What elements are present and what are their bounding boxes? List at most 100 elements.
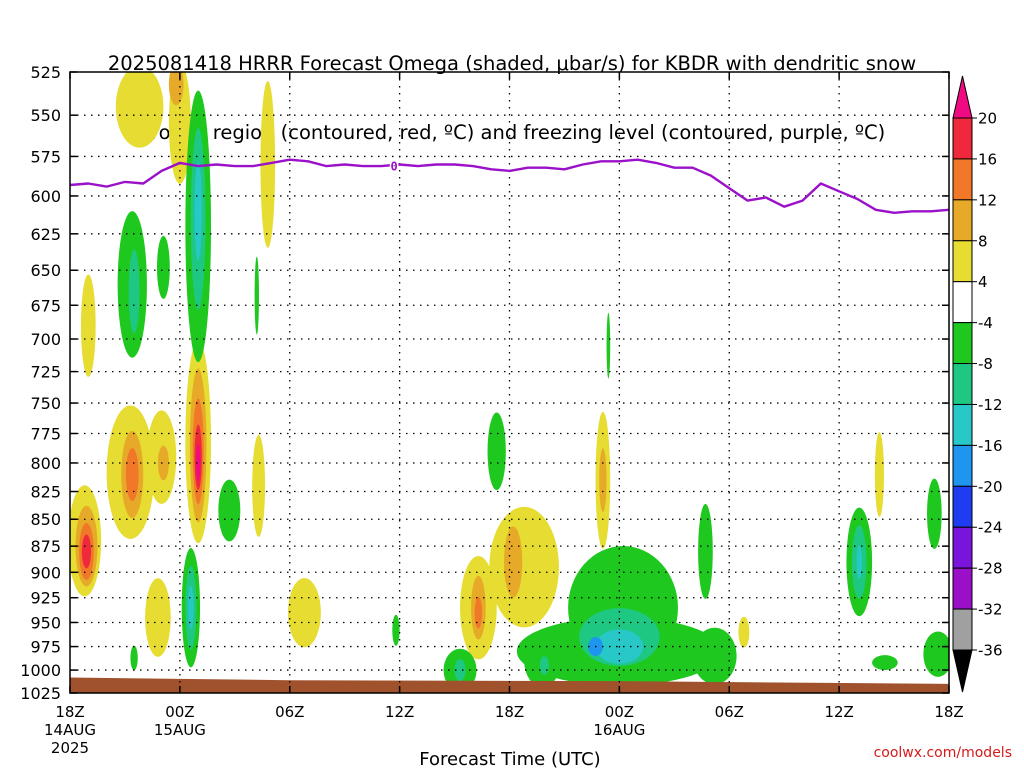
chart-title-line-2: growth region (contoured, red, ºC) and f… xyxy=(138,121,886,144)
colorbar-segment xyxy=(952,240,973,283)
omega-region-33 xyxy=(128,249,140,334)
omega-shading xyxy=(70,72,949,692)
omega-region-28 xyxy=(599,448,607,513)
colorbar-segment xyxy=(952,363,973,405)
omega-region-0 xyxy=(80,274,96,377)
omega-region-4 xyxy=(81,534,92,569)
y-tick-label: 525 xyxy=(30,63,61,82)
y-tick-label: 775 xyxy=(30,424,61,443)
y-tick-label: 1000 xyxy=(20,661,61,680)
x-tick-label: 15AUG xyxy=(154,721,206,739)
omega-region-44 xyxy=(487,412,506,491)
x-tick-label: 18Z xyxy=(934,703,963,721)
colorbar-label: 4 xyxy=(978,273,988,291)
omega-region-26 xyxy=(504,526,523,598)
colorbar-label: -28 xyxy=(978,560,1003,578)
colorbar-label: 12 xyxy=(978,191,997,209)
y-axis: 525 550 575 600 625 650 675 700 725 750 775 800 825 8… xyxy=(20,63,949,703)
y-tick-label: 975 xyxy=(30,638,61,657)
colorbar-label: -32 xyxy=(978,601,1003,619)
x-tick-label: 00Z xyxy=(165,703,194,721)
omega-region-20 xyxy=(252,434,266,537)
colorbar-segment xyxy=(952,281,973,324)
omega-region-37 xyxy=(254,256,259,335)
x-tick-label: 12Z xyxy=(824,703,853,721)
colorbar-segment xyxy=(952,117,973,160)
omega-region-29 xyxy=(738,616,750,648)
omega-region-61 xyxy=(927,478,942,549)
y-tick-label: 850 xyxy=(30,510,61,529)
freezing-level-contour: 0 xyxy=(70,158,949,215)
omega-region-43 xyxy=(392,614,400,646)
y-tick-label: 700 xyxy=(30,330,61,349)
y-tick-label: 650 xyxy=(30,261,61,280)
y-tick-label: 725 xyxy=(30,363,61,382)
omega-region-42 xyxy=(130,645,138,671)
colorbar-segment xyxy=(952,608,973,651)
x-axis-label: Forecast Time (UTC) xyxy=(419,749,600,768)
watermark: coolwx.com/models xyxy=(873,745,1012,761)
y-tick-label: 875 xyxy=(30,537,61,556)
y-tick-label: 600 xyxy=(30,187,61,206)
x-tick-label: 06Z xyxy=(715,703,744,721)
freezing-level-contour-label: 0 xyxy=(391,160,398,174)
colorbar-label: 20 xyxy=(978,110,997,128)
colorbar-segment xyxy=(952,199,973,242)
x-tick-label: 18Z xyxy=(55,703,84,721)
omega-region-24 xyxy=(474,596,483,629)
omega-region-19 xyxy=(145,578,171,657)
omega-region-7 xyxy=(125,448,139,501)
omega-region-46 xyxy=(454,658,466,682)
colorbar-label: 8 xyxy=(978,232,988,250)
omega-region-38 xyxy=(218,479,241,542)
y-tick-label: 1025 xyxy=(20,684,61,703)
y-tick-label: 950 xyxy=(30,613,61,632)
omega-region-30 xyxy=(874,432,884,517)
colorbar-label: -36 xyxy=(978,642,1003,660)
colorbar-segment xyxy=(952,158,973,201)
omega-region-36 xyxy=(194,162,202,261)
freezing-level-line xyxy=(70,158,949,215)
chart-title: 2025081418 HRRR Forecast Omega (shaded, … xyxy=(0,6,1024,167)
colorbar-segment xyxy=(952,485,973,528)
omega-region-21 xyxy=(287,578,321,648)
x-tick-label: 2025 xyxy=(51,739,89,757)
y-tick-label: 900 xyxy=(30,563,61,582)
colorbar-label: -4 xyxy=(978,314,993,332)
omega-region-55 xyxy=(698,503,713,599)
x-tick-label: 06Z xyxy=(275,703,304,721)
x-tick-label: 12Z xyxy=(385,703,414,721)
colorbar-top-arrow xyxy=(952,75,973,119)
colorbar-label: -16 xyxy=(978,437,1003,455)
colorbar-segment xyxy=(952,444,973,487)
x-tick-label: 16AUG xyxy=(593,721,645,739)
x-tick-label: 00Z xyxy=(605,703,634,721)
omega-region-60 xyxy=(872,655,898,671)
y-tick-label: 675 xyxy=(30,296,61,315)
omega-region-17 xyxy=(168,72,184,106)
colorbar-label: -8 xyxy=(978,355,993,373)
y-tick-label: 800 xyxy=(30,454,61,473)
x-tick-label: 18Z xyxy=(495,703,524,721)
omega-region-56 xyxy=(606,312,611,379)
colorbar-segment xyxy=(952,322,973,365)
omega-region-25 xyxy=(489,506,559,628)
colorbar-label: -12 xyxy=(978,396,1003,414)
omega-region-53 xyxy=(539,656,549,675)
colorbar-segment xyxy=(952,567,973,610)
colorbar-bottom-arrow xyxy=(952,649,973,693)
colorbar-segment xyxy=(952,526,973,569)
y-tick-label: 825 xyxy=(30,483,61,502)
y-tick-label: 550 xyxy=(30,106,61,125)
omega-region-59 xyxy=(856,545,863,579)
omega-region-14 xyxy=(195,444,201,482)
omega-region-32 xyxy=(156,235,170,299)
colorbar-label: -24 xyxy=(978,519,1003,537)
colorbar: 20 16 12 8 4 -4 -8 -12 -16 -20 -24 -28 -32 -36 xyxy=(952,75,1003,693)
y-tick-label: 625 xyxy=(30,225,61,244)
colorbar-label: -20 xyxy=(978,478,1003,496)
colorbar-segment xyxy=(952,403,973,446)
omega-region-41 xyxy=(188,585,194,630)
